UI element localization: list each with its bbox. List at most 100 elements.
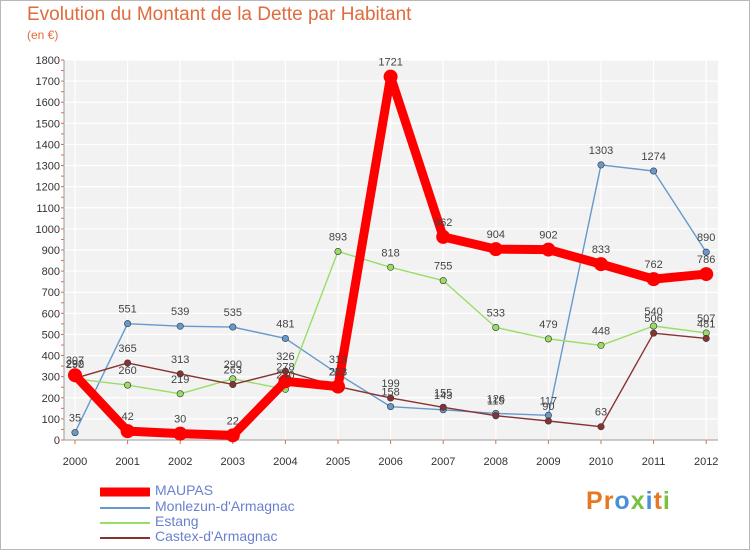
y-tick-label-400: 400 [42,351,60,363]
data-label-estang-2007: 755 [434,261,452,273]
data-label-monlezun-d-armagnac-2010: 1303 [589,145,613,157]
data-point-estang-2001 [124,381,132,389]
legend-swatch-monlezun [100,507,150,509]
data-label-monlezun-d-armagnac-2005: 313 [329,354,347,366]
data-label-monlezun-d-armagnac-2007: 143 [434,390,452,402]
y-tick-label-100: 100 [42,414,60,426]
y-tick-label-1100: 1100 [36,203,60,215]
data-label-estang-2000: 290 [66,359,84,371]
data-point-castex-d-armagnac-2012 [702,334,710,342]
legend-label-maupas: MAUPAS [155,482,214,498]
data-label-castex-d-armagnac-2011: 506 [644,313,662,325]
data-point-maupas-2004 [278,374,293,389]
data-label-monlezun-d-armagnac-2008: 126 [487,393,505,405]
y-tick-label-0: 0 [54,435,60,447]
data-label-castex-d-armagnac-2001: 365 [118,343,136,355]
logo-letter: t [653,487,663,515]
y-tick-label-500: 500 [42,329,60,341]
data-point-maupas-2008 [488,242,503,257]
data-label-maupas-2010: 833 [592,244,610,256]
y-tick-label-1700: 1700 [36,76,60,88]
data-label-monlezun-d-armagnac-2001: 551 [118,304,136,316]
y-tick-label-1500: 1500 [36,118,60,130]
data-point-maupas-2003 [225,428,240,443]
data-label-castex-d-armagnac-2008: 115 [487,396,505,408]
x-tick-label-2005: 2005 [326,456,350,468]
data-label-castex-d-armagnac-2007: 155 [434,387,452,399]
logo-letter: i [645,487,654,515]
data-point-monlezun-d-armagnac-2001 [124,320,132,328]
data-label-maupas-2004: 278 [276,361,294,373]
data-label-castex-d-armagnac-2012: 481 [697,318,715,330]
data-label-monlezun-d-armagnac-2011: 1274 [641,151,665,163]
x-tick-label-2000: 2000 [63,456,87,468]
y-tick-label-600: 600 [42,308,60,320]
legend-swatch-estang [100,522,150,524]
x-tick-label-2007: 2007 [431,456,455,468]
data-label-estang-2002: 219 [171,374,189,386]
data-point-estang-2002 [176,390,184,398]
legend-item-maupas: MAUPAS [100,482,360,500]
data-label-monlezun-d-armagnac-2004: 481 [276,318,294,330]
data-point-maupas-2011 [646,272,661,287]
legend-label-estang: Estang [155,513,199,529]
y-tick-label-1200: 1200 [36,182,60,194]
data-point-maupas-2002 [173,426,188,441]
x-tick-label-2012: 2012 [694,456,718,468]
data-label-maupas-2011: 762 [644,259,662,271]
data-point-maupas-2012 [699,267,714,282]
data-label-maupas-2007: 962 [434,217,452,229]
data-label-monlezun-d-armagnac-2012: 890 [697,232,715,244]
data-label-estang-2006: 818 [381,247,399,259]
data-point-castex-d-armagnac-2003 [229,380,237,388]
data-label-estang-2009: 479 [539,319,557,331]
data-point-castex-d-armagnac-2010 [597,423,605,431]
data-point-monlezun-d-armagnac-2004 [281,334,289,342]
data-point-estang-2008 [492,323,500,331]
data-label-maupas-2003: 22 [227,415,239,427]
data-point-estang-2009 [544,335,552,343]
legend-swatch-maupas [100,487,150,497]
data-point-estang-2005 [334,247,342,255]
chart-title: Evolution du Montant de la Dette par Hab… [27,4,412,25]
data-point-monlezun-d-armagnac-2011 [650,167,658,175]
legend-label-monlezun: Monlezun-d'Armagnac [155,498,295,514]
data-label-monlezun-d-armagnac-2002: 539 [171,306,189,318]
x-tick-label-2011: 2011 [642,456,666,468]
y-tick-label-1000: 1000 [36,224,60,236]
data-point-maupas-2006 [383,69,398,84]
data-label-castex-d-armagnac-2005: 253 [329,367,347,379]
logo-letter: x [630,487,646,515]
data-label-castex-d-armagnac-2000: 292 [66,358,84,370]
data-label-maupas-2012: 786 [697,254,715,266]
data-label-monlezun-d-armagnac-2006: 158 [381,387,399,399]
data-label-castex-d-armagnac-2004: 326 [276,351,294,363]
data-label-estang-2010: 448 [592,325,610,337]
data-point-estang-2006 [387,263,395,271]
data-label-maupas-2009: 902 [539,230,557,242]
x-tick-label-2004: 2004 [273,456,297,468]
data-point-estang-2007 [439,277,447,285]
x-tick-label-2008: 2008 [484,456,508,468]
data-point-castex-d-armagnac-2006 [387,394,395,402]
data-label-maupas-2000: 307 [66,355,84,367]
logo-letter: i [662,487,671,515]
y-tick-label-1300: 1300 [36,161,60,173]
data-label-castex-d-armagnac-2003: 263 [224,364,242,376]
data-label-maupas-2001: 42 [121,411,133,423]
data-point-estang-2010 [597,341,605,349]
data-label-monlezun-d-armagnac-2000: 35 [69,413,81,425]
data-point-monlezun-d-armagnac-2012 [702,248,710,256]
data-point-maupas-2007 [436,229,451,244]
data-point-maupas-2010 [594,257,608,272]
data-point-castex-d-armagnac-2008 [492,412,500,420]
data-point-castex-d-armagnac-2001 [124,359,132,367]
legend-label-castex: Castex-d'Armagnac [155,528,278,544]
y-tick-label-1800: 1800 [36,55,60,67]
y-tick-label-200: 200 [42,393,60,405]
legend-item-monlezun: Monlezun-d'Armagnac [100,498,360,516]
data-label-maupas-2002: 30 [174,414,186,426]
legend-swatch-castex [100,537,150,539]
y-tick-label-900: 900 [42,245,60,257]
y-tick-label-300: 300 [42,372,60,384]
